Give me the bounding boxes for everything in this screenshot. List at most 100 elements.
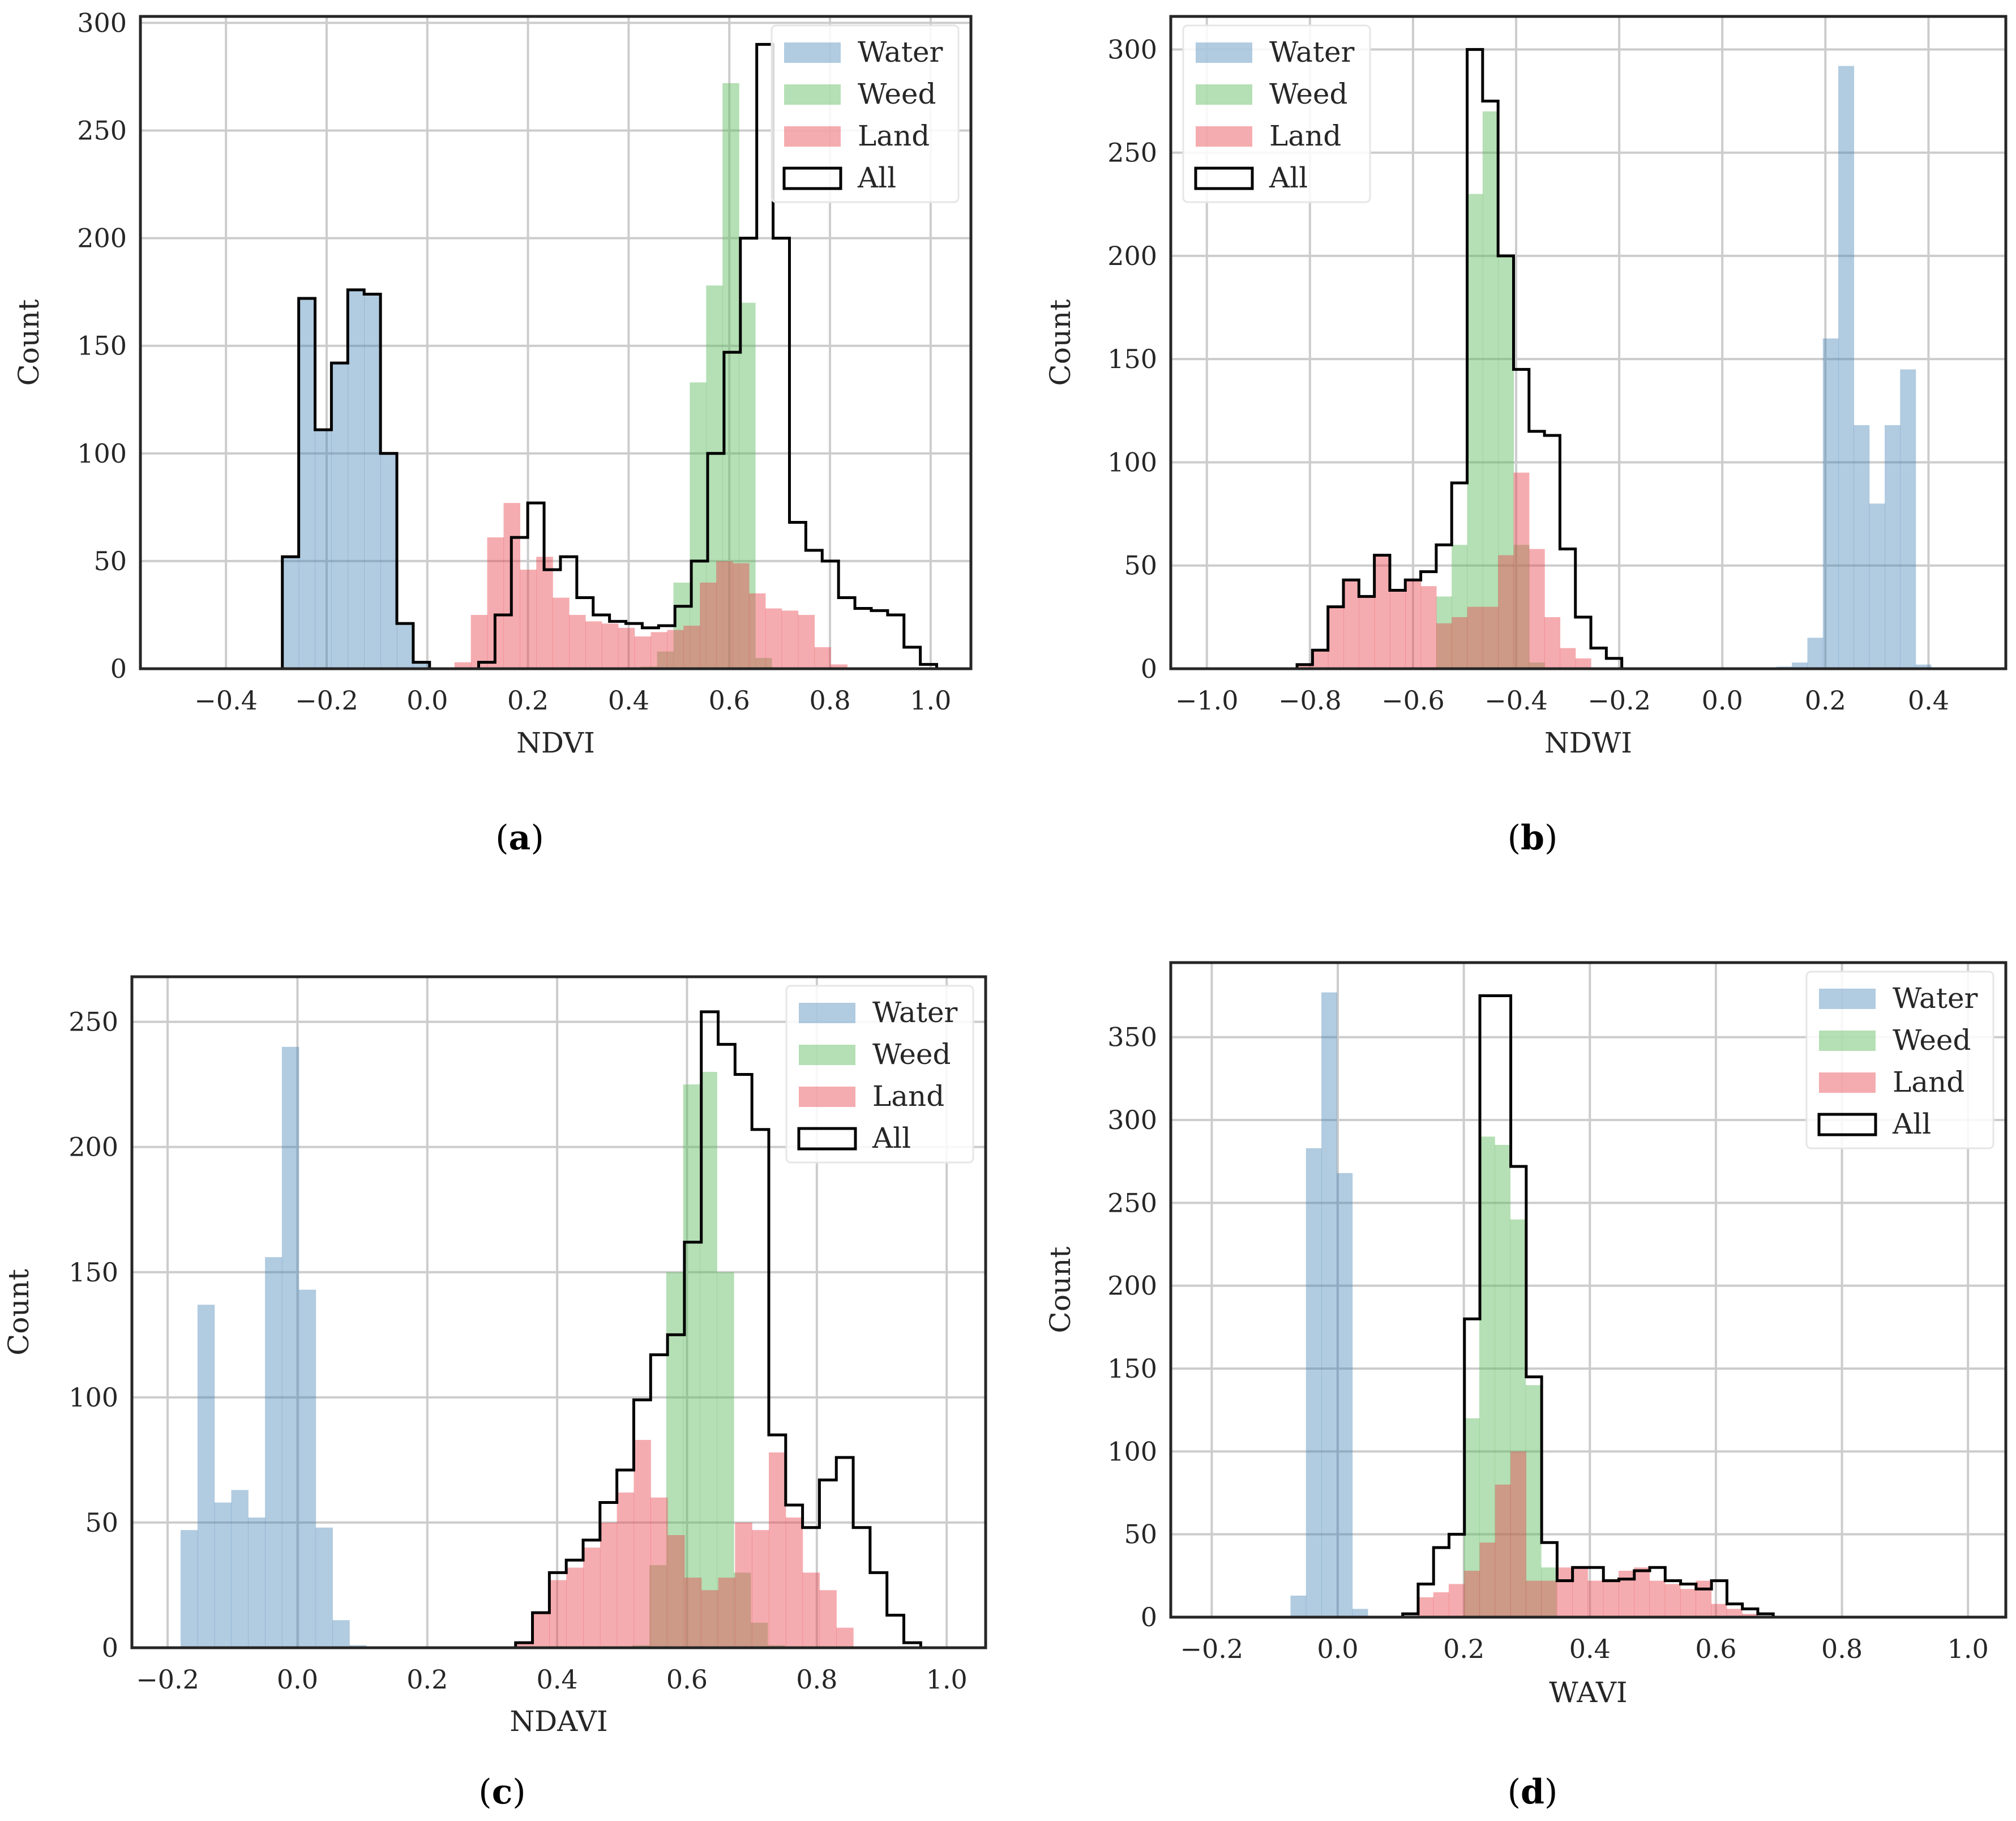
weed-bar — [1479, 1136, 1495, 1617]
water-bar — [1337, 1173, 1353, 1617]
weed-bar — [1525, 1385, 1542, 1617]
land-bar — [1389, 590, 1406, 669]
chart-panel-d: −0.2 0.0 0.2 0.4 0.6 0.8 1.0 0 50 100 150 200 250 300… — [1044, 961, 2008, 1812]
x-tick-label: 0.0 — [277, 1664, 318, 1695]
land-bar — [569, 614, 586, 669]
land-bar — [1726, 1609, 1743, 1617]
y-tick-label: 150 — [1107, 1353, 1157, 1384]
x-tick-label: −0.8 — [1278, 685, 1342, 716]
caption-close-paren: ) — [1544, 818, 1557, 858]
weed-bar — [717, 1272, 734, 1648]
water-bar — [332, 1620, 350, 1648]
water-bar — [1869, 503, 1885, 669]
x-tick-label: −0.2 — [1587, 685, 1651, 716]
weed-bar — [1510, 1219, 1526, 1617]
y-tick-label: 50 — [93, 546, 127, 576]
weed-bar — [1529, 662, 1545, 669]
plot-frame — [1169, 15, 2008, 670]
land-bar — [470, 614, 488, 669]
x-tick-label: 0.8 — [1821, 1634, 1863, 1664]
land-bar — [1359, 596, 1375, 669]
x-tick-label: −0.2 — [295, 685, 358, 716]
land-bar — [781, 610, 799, 669]
x-tick-label: 0.0 — [1317, 1634, 1358, 1664]
legend-label: Land — [872, 1080, 944, 1113]
water-bar — [298, 298, 316, 669]
y-tick-label: 300 — [77, 7, 127, 38]
chart-panel-a: −0.4 −0.2 0.0 0.2 0.4 0.6 0.8 1.0 0 50 100 150 200 25… — [12, 7, 973, 858]
x-axis-label: NDVI — [516, 726, 595, 759]
caption-letter: d — [1521, 1772, 1544, 1812]
land-bar — [1436, 623, 1452, 669]
land-bar — [618, 627, 635, 669]
x-tick-label: 1.0 — [926, 1664, 968, 1695]
panel-caption: (c) — [478, 1772, 525, 1812]
y-tick-label: 300 — [1107, 1105, 1157, 1135]
x-axis-label: NDAVI — [510, 1705, 607, 1738]
weed-bar — [1495, 1144, 1511, 1617]
legend-label: Land — [1269, 119, 1341, 152]
land-bar — [1479, 1542, 1496, 1617]
x-tick-label: 0.6 — [1695, 1634, 1736, 1664]
land-bar — [1575, 658, 1591, 669]
legend-label: Weed — [1269, 78, 1348, 110]
land-bar — [1711, 1604, 1727, 1617]
land-bar — [1297, 664, 1313, 669]
weed-bar — [755, 657, 772, 669]
legend-label: Weed — [1893, 1024, 1971, 1057]
legend-box — [1805, 971, 1994, 1149]
series-water — [181, 1046, 367, 1648]
x-tick-label: 0.2 — [1443, 1634, 1484, 1664]
weed-bar — [1541, 1567, 1557, 1617]
land-bar — [1529, 549, 1545, 669]
legend-label: Weed — [872, 1038, 951, 1071]
water-bar — [181, 1530, 198, 1648]
land-bar — [1495, 1484, 1511, 1617]
land-bar — [819, 1590, 837, 1648]
land-bar — [1680, 1589, 1696, 1617]
y-tick-label: 100 — [69, 1382, 118, 1413]
legend-label: Land — [1893, 1066, 1964, 1098]
land-bar — [1467, 606, 1483, 669]
caption-letter: c — [492, 1772, 513, 1812]
x-tick-label: 0.2 — [507, 685, 549, 716]
all-step-outline — [514, 1010, 922, 1648]
x-tick-label: 0.4 — [1908, 685, 1949, 716]
weed-bar — [1436, 596, 1452, 669]
water-bar — [1822, 338, 1839, 669]
land-bar — [1603, 1579, 1619, 1617]
x-tick-label: 1.0 — [910, 685, 951, 716]
land-bar — [650, 632, 668, 669]
water-bar — [265, 1257, 283, 1648]
weed-bar — [1463, 1418, 1480, 1617]
land-bar — [718, 1578, 735, 1648]
chart-panel-c: −0.2 0.0 0.2 0.4 0.6 0.8 1.0 0 50 100 150 200 250 NDA… — [2, 975, 987, 1812]
x-tick-label: 0.4 — [537, 1664, 578, 1695]
legend-swatch-weed — [799, 1045, 855, 1065]
land-bar — [735, 1522, 752, 1648]
weed-bar — [1498, 255, 1514, 669]
all-step-outline — [281, 42, 939, 670]
weed-bar — [734, 1572, 751, 1648]
land-bar — [454, 662, 472, 669]
x-tick-label: 0.6 — [709, 685, 750, 716]
land-bar — [814, 647, 831, 669]
land-bar — [785, 1517, 803, 1648]
weed-bar — [1513, 545, 1530, 669]
weed-bar — [657, 651, 674, 669]
legend-swatch-all — [797, 1127, 857, 1151]
water-bar — [1306, 1148, 1322, 1617]
x-tick-label: −0.2 — [136, 1664, 199, 1695]
land-bar — [1328, 606, 1344, 669]
legend-swatch-water — [1819, 989, 1876, 1009]
land-bar — [765, 608, 782, 669]
panel-caption: (b) — [1508, 818, 1558, 858]
land-bar — [701, 1590, 719, 1648]
land-bar — [1541, 1580, 1557, 1617]
legend: Water Weed Land All — [1182, 24, 1371, 203]
plot-frame — [1169, 961, 2008, 1619]
all-step-outline — [1401, 994, 1775, 1617]
land-bar — [831, 664, 848, 669]
x-tick-label: −0.6 — [1381, 685, 1445, 716]
land-bar — [1544, 617, 1561, 669]
